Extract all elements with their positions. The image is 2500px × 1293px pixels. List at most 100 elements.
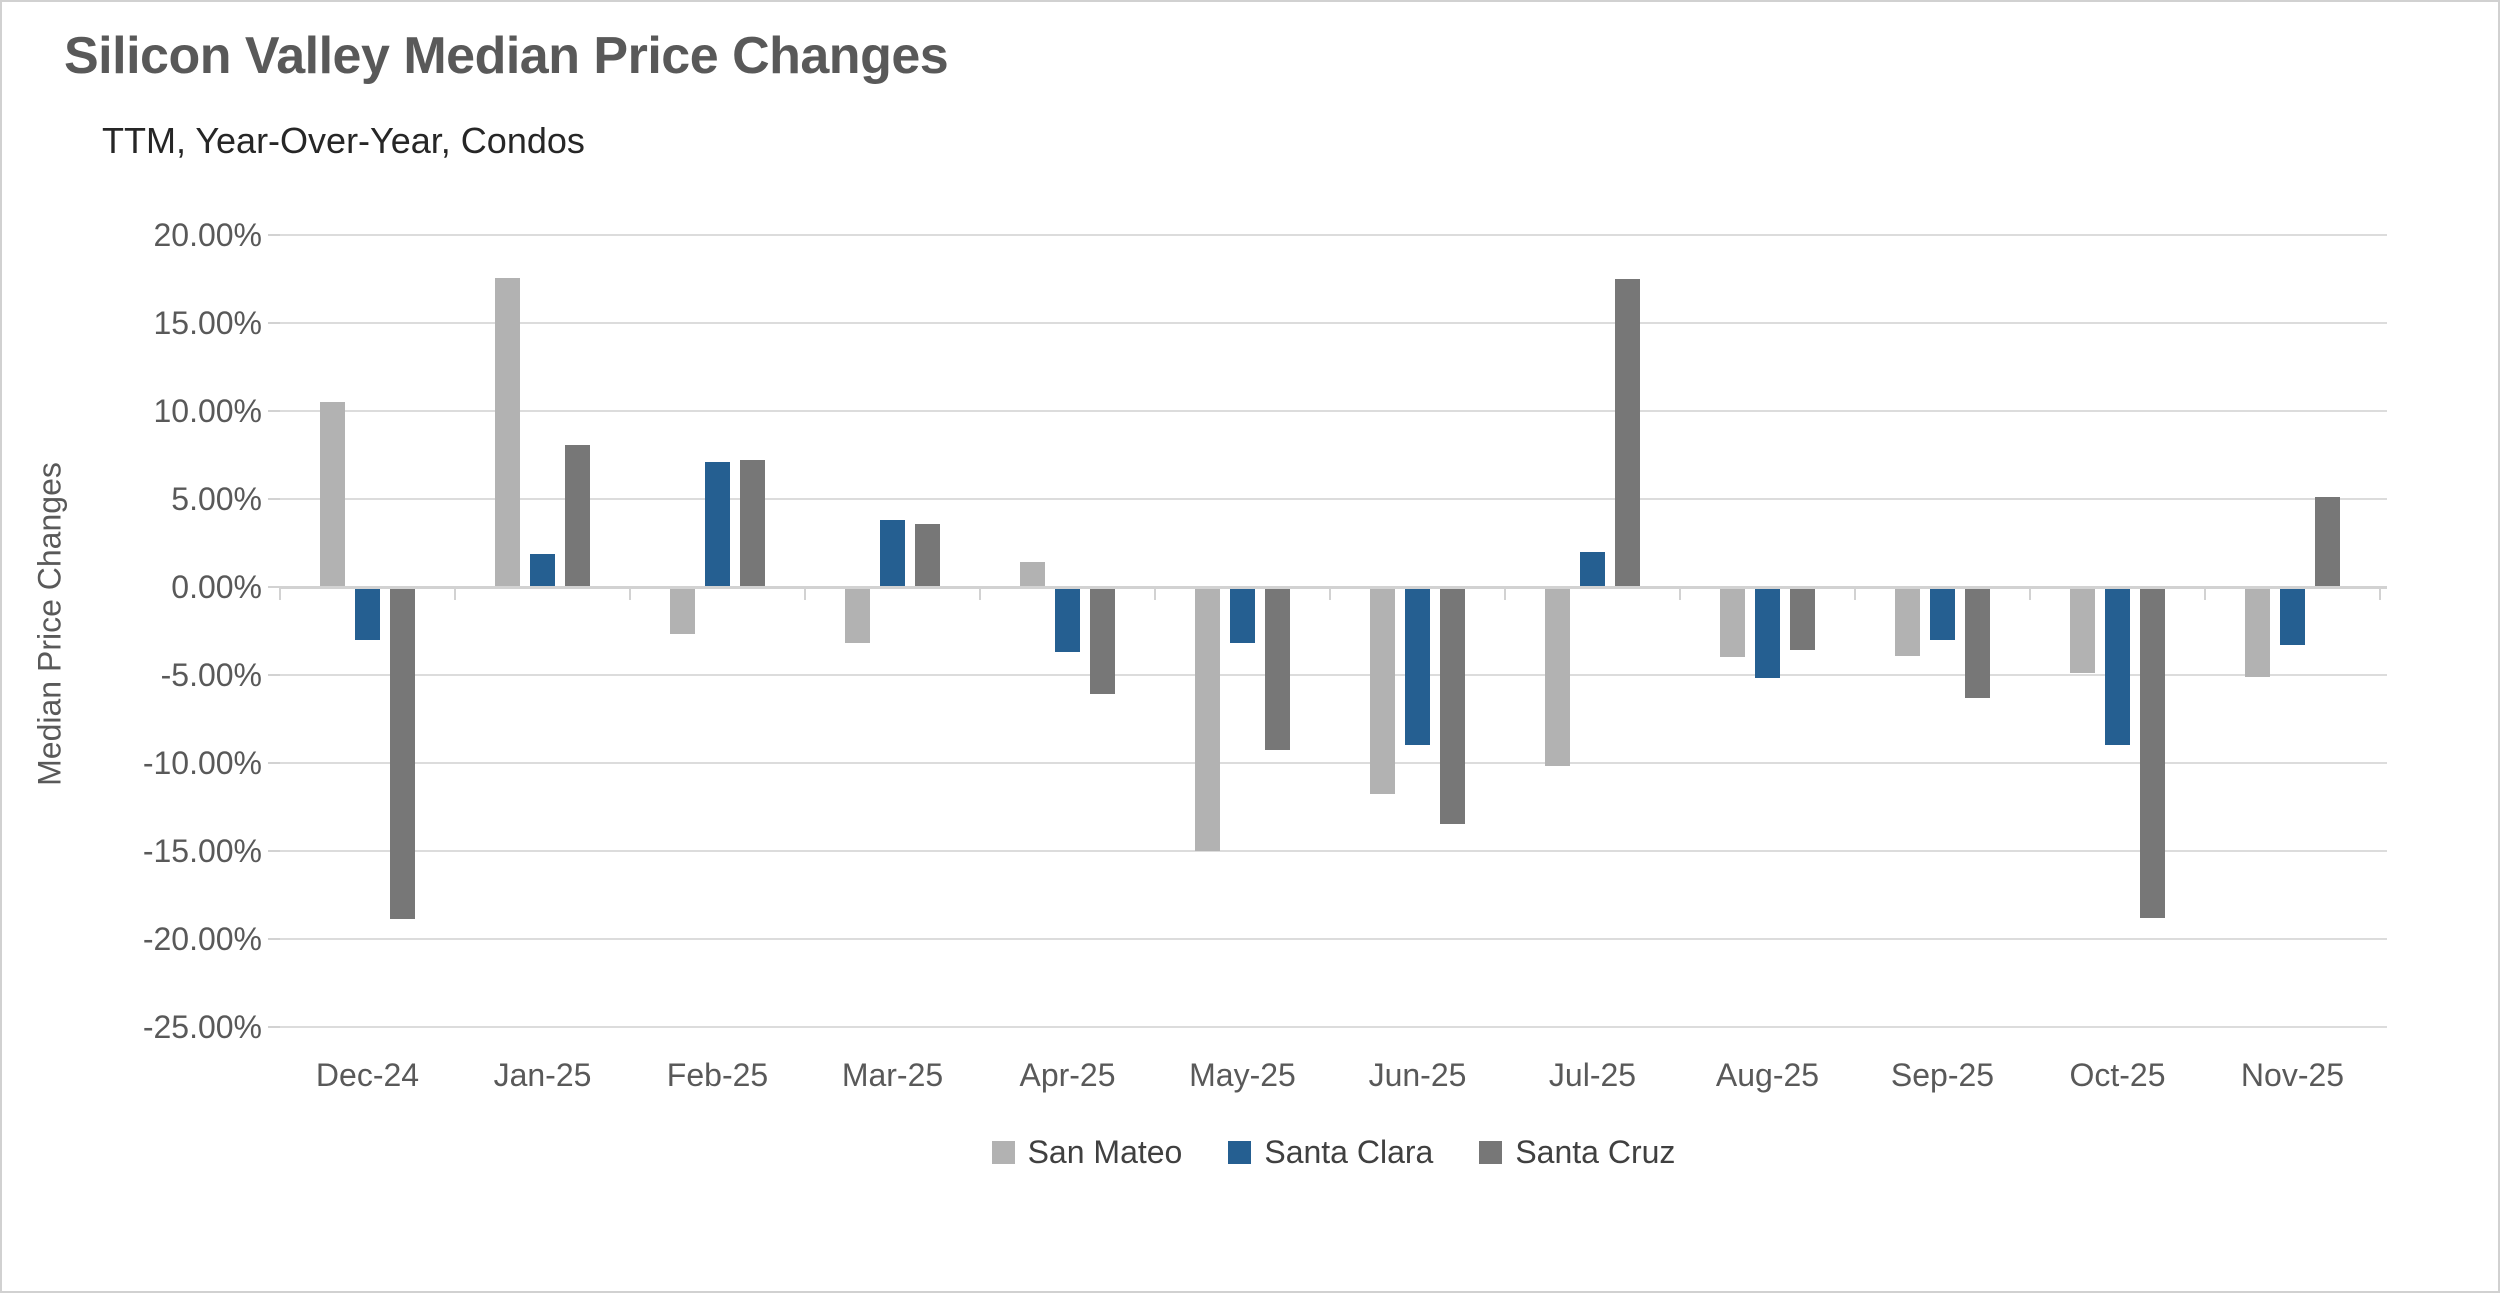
bar-santa-cruz-jul-25 [1615, 279, 1640, 587]
bar-santa-clara-apr-25 [1055, 587, 1080, 653]
x-axis-category-label: Oct-25 [2069, 1057, 2166, 1093]
bar-santa-cruz-feb-25 [740, 460, 765, 587]
bar-san-mateo-nov-25 [2245, 587, 2270, 677]
y-axis-tick-label: 20.00% [153, 217, 262, 254]
y-axis-tick-label: -15.00% [142, 832, 262, 869]
x-axis-tick [1329, 587, 1331, 600]
x-axis-line [280, 586, 2387, 589]
bar-santa-cruz-jan-25 [565, 444, 590, 587]
bar-san-mateo-jan-25 [495, 277, 520, 587]
bar-santa-cruz-aug-25 [1790, 587, 1815, 651]
bar-santa-cruz-oct-25 [2140, 587, 2165, 918]
x-axis-tick [279, 587, 281, 600]
y-axis-tick-label: 10.00% [153, 393, 262, 430]
x-axis-category-label: Mar-25 [841, 1057, 944, 1093]
legend-label: Santa Clara [1264, 1134, 1434, 1170]
x-axis-tick [1679, 587, 1681, 600]
bar-san-mateo-sep-25 [1895, 587, 1920, 656]
y-axis-tick [268, 673, 280, 676]
x-axis-category-label: Sep-25 [1890, 1057, 1995, 1093]
gridline [280, 937, 2387, 940]
y-axis-tick [268, 410, 280, 413]
y-axis-tick-label: -20.00% [142, 920, 262, 957]
x-axis-tick [1854, 587, 1856, 600]
y-axis-tick [268, 761, 280, 764]
bar-santa-clara-may-25 [1230, 587, 1255, 644]
bar-santa-cruz-may-25 [1265, 587, 1290, 751]
y-axis-tick-label: -25.00% [142, 1008, 262, 1045]
y-axis-tick [268, 234, 280, 237]
gridline [280, 498, 2387, 501]
bar-san-mateo-apr-25 [1020, 562, 1045, 587]
x-axis-tick [979, 587, 981, 600]
y-axis-tick-label: 0.00% [171, 569, 262, 605]
legend-item-san-mateo: San Mateo [991, 1134, 1183, 1171]
x-axis-tick [629, 587, 631, 600]
bar-san-mateo-dec-24 [320, 402, 345, 587]
x-axis-tick [804, 587, 806, 600]
bar-santa-clara-jul-25 [1580, 551, 1605, 587]
gridline [280, 673, 2387, 676]
legend-item-santa-clara: Santa Clara [1228, 1134, 1433, 1171]
x-axis-tick [454, 587, 456, 600]
bar-santa-cruz-sep-25 [1965, 587, 1990, 698]
x-axis-tick [2204, 587, 2206, 600]
legend-item-santa-cruz: Santa Cruz [1479, 1134, 1675, 1171]
chart-title: Silicon Valley Median Price Changes [64, 27, 949, 85]
gridline [280, 322, 2387, 325]
legend: San Mateo Santa Clara Santa Cruz [280, 1134, 2387, 1171]
x-axis-category-label: Jan-25 [493, 1057, 592, 1093]
x-axis-category-label: Dec-24 [315, 1057, 420, 1093]
y-axis-tick-label: 15.00% [153, 305, 262, 342]
y-axis-tick [268, 849, 280, 852]
y-axis-tick-label: 5.00% [171, 481, 262, 518]
bar-santa-cruz-nov-25 [2315, 497, 2340, 587]
x-axis-category-label: Apr-25 [1019, 1057, 1116, 1093]
x-axis-tick [2029, 587, 2031, 600]
legend-swatch [1479, 1141, 1503, 1164]
y-axis-tick [268, 586, 280, 588]
x-axis-category-label: Aug-25 [1715, 1057, 1820, 1093]
bar-san-mateo-may-25 [1195, 587, 1220, 851]
y-axis-tick [268, 937, 280, 940]
y-axis-tick-label: -10.00% [142, 744, 262, 781]
gridline [280, 761, 2387, 764]
gridline [280, 1025, 2387, 1028]
legend-label: Santa Cruz [1515, 1134, 1676, 1170]
y-axis-tick-label: -5.00% [160, 656, 262, 693]
bar-santa-clara-dec-24 [355, 587, 380, 640]
x-axis-category-label: Jul-25 [1548, 1057, 1637, 1093]
y-axis-tick [268, 498, 280, 501]
x-axis-tick [1504, 587, 1506, 600]
bar-san-mateo-mar-25 [845, 587, 870, 644]
bar-santa-clara-jan-25 [530, 553, 555, 587]
legend-swatch [1228, 1141, 1252, 1164]
x-axis-category-label: Feb-25 [666, 1057, 769, 1093]
x-axis-tick [1154, 587, 1156, 600]
bar-san-mateo-jun-25 [1370, 587, 1395, 795]
bar-san-mateo-aug-25 [1720, 587, 1745, 658]
bar-santa-cruz-mar-25 [915, 523, 940, 587]
x-axis-category-label: Jun-25 [1368, 1057, 1467, 1093]
bar-santa-cruz-jun-25 [1440, 587, 1465, 825]
bar-santa-clara-aug-25 [1755, 587, 1780, 679]
y-axis-title: Median Price Changes [31, 462, 68, 786]
bar-santa-clara-nov-25 [2280, 587, 2305, 645]
x-axis-category-label: Nov-25 [2240, 1057, 2345, 1093]
bar-santa-clara-feb-25 [705, 462, 730, 587]
gridline [280, 234, 2387, 237]
y-axis-tick [268, 1025, 280, 1028]
bar-san-mateo-jul-25 [1545, 587, 1570, 767]
bar-san-mateo-oct-25 [2070, 587, 2095, 674]
bar-santa-clara-sep-25 [1930, 587, 1955, 640]
chart-subtitle: TTM, Year-Over-Year, Condos [102, 120, 585, 161]
bar-santa-clara-oct-25 [2105, 587, 2130, 746]
bar-santa-cruz-dec-24 [390, 587, 415, 920]
gridline [280, 849, 2387, 852]
x-axis-category-label: May-25 [1189, 1057, 1296, 1093]
bar-santa-clara-mar-25 [880, 520, 905, 587]
x-axis-tick [2379, 587, 2381, 600]
legend-swatch [991, 1141, 1015, 1164]
legend-label: San Mateo [1027, 1134, 1183, 1170]
